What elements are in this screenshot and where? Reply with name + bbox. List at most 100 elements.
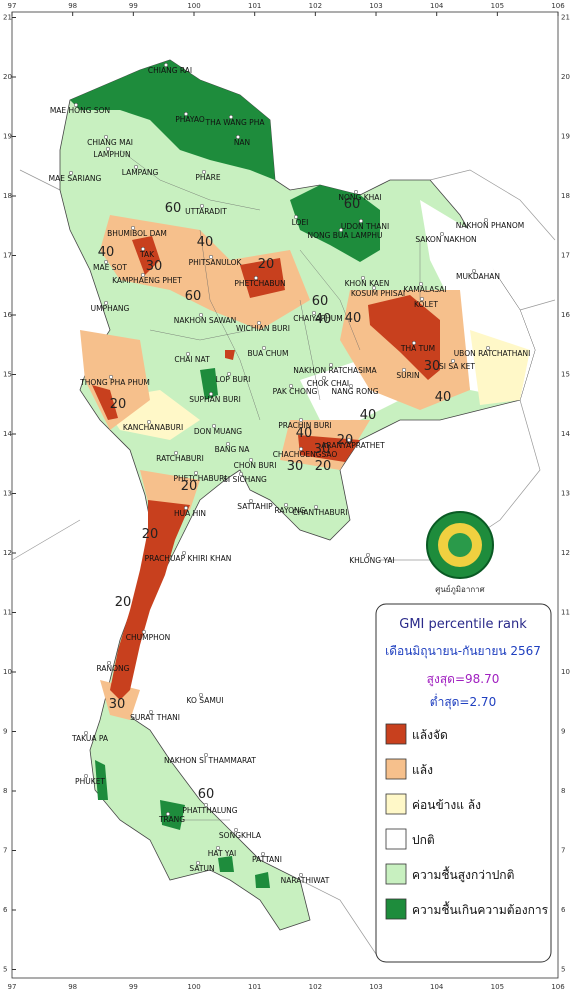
- city-label: NANG RONG: [331, 387, 378, 396]
- contour-label: 30: [424, 359, 441, 374]
- city-label: CHACHOENGSAO: [273, 450, 338, 459]
- legend-box: [375, 603, 552, 963]
- city-dot: [173, 450, 179, 456]
- city-label: CHUMPHON: [126, 633, 171, 642]
- city-label: CHIANG RAI: [148, 66, 192, 75]
- city-dot: [256, 320, 262, 326]
- city-dot: [106, 660, 112, 666]
- contour-label: 40: [296, 426, 313, 441]
- city-label: PAK CHONG: [273, 387, 318, 396]
- lat-label-right: 17: [561, 252, 570, 260]
- lat-label-left: 15: [3, 371, 12, 379]
- contour-label: 60: [344, 197, 361, 212]
- city-dot: [225, 441, 231, 447]
- city-dot: [346, 437, 352, 443]
- city-label: KHLONG YAI: [349, 556, 395, 565]
- lat-label-right: 9: [561, 728, 565, 736]
- lon-label-bottom: 105: [491, 983, 504, 991]
- city-dot: [83, 773, 89, 779]
- city-label: HAT YAI: [208, 849, 237, 858]
- city-dot: [103, 300, 109, 306]
- city-dot: [211, 423, 217, 429]
- city-label: NARATHIWAT: [281, 876, 330, 885]
- city-dot: [215, 845, 221, 851]
- city-dot: [103, 259, 109, 265]
- lat-label-left: 14: [3, 430, 12, 438]
- lat-label-right: 5: [561, 966, 565, 974]
- legend-label: ปกติ: [412, 833, 435, 847]
- contour-label: 60: [198, 787, 215, 802]
- lon-label-bottom: 102: [309, 983, 322, 991]
- lat-label-right: 10: [561, 668, 570, 676]
- city-label: DON MUANG: [194, 427, 242, 436]
- city-dot: [165, 811, 171, 817]
- city-dot: [203, 752, 209, 758]
- city-label: THA WANG PHA: [205, 118, 266, 127]
- lat-label-left: 16: [3, 311, 12, 319]
- lat-label-right: 8: [561, 787, 565, 795]
- contour-label: 20: [337, 433, 354, 448]
- city-label: SI SICHANG: [223, 475, 267, 484]
- city-label: SURAT THANI: [130, 713, 180, 722]
- city-dot: [313, 504, 319, 510]
- city-dot: [253, 275, 259, 281]
- legend-min: ต่ำสุด=2.70: [430, 693, 496, 710]
- city-dot: [358, 218, 364, 224]
- city-dot: [68, 170, 74, 176]
- contour-label: 40: [360, 408, 377, 423]
- city-label: SURIN: [396, 371, 419, 380]
- contour-label: 60: [185, 289, 202, 304]
- city-dot: [108, 374, 114, 380]
- lat-label-left: 17: [3, 252, 12, 260]
- city-label: CHIANG MAI: [87, 138, 133, 147]
- city-label: LAMPANG: [122, 168, 159, 177]
- city-label: CHANTHABURI: [292, 508, 347, 517]
- city-label: RANONG: [97, 664, 130, 673]
- city-label: TAKUA PA: [71, 734, 109, 743]
- lat-label-left: 9: [3, 728, 7, 736]
- lat-label-right: 19: [561, 133, 570, 141]
- lat-label-left: 13: [3, 490, 12, 498]
- legend-title: GMI percentile rank: [399, 617, 527, 632]
- city-dot: [298, 417, 304, 423]
- lon-label-bottom: 104: [430, 983, 444, 991]
- lat-label-left: 6: [3, 906, 8, 914]
- city-dot: [201, 169, 207, 175]
- city-label: LOEI: [292, 218, 309, 227]
- city-dot: [348, 383, 354, 389]
- city-label: PATTANI: [252, 855, 282, 864]
- city-dot: [198, 312, 204, 318]
- contour-label: 40: [345, 311, 362, 326]
- city-dot: [193, 470, 199, 476]
- lon-label-bottom: 106: [551, 983, 565, 991]
- legend-items: แล้งจัดแล้งค่อนข้างแ ล้งปกติความชื้นสูงก…: [385, 723, 549, 920]
- city-label: KAMPHAENG PHET: [112, 276, 182, 285]
- city-label: ARANYAPRATHET: [321, 441, 385, 450]
- city-label: SI SA KET: [439, 362, 475, 371]
- lon-label-bottom: 97: [8, 983, 17, 991]
- city-label: TAK: [139, 250, 155, 259]
- city-label: BANG NA: [215, 445, 251, 454]
- city-dot: [261, 345, 267, 351]
- contour-label: 20: [258, 257, 275, 272]
- city-dot: [483, 217, 489, 223]
- city-dot: [208, 391, 214, 397]
- city-dot: [226, 371, 232, 377]
- city-dot: [365, 552, 371, 558]
- lon-label-bottom: 98: [68, 983, 77, 991]
- city-label: LOP BURI: [216, 375, 251, 384]
- city-dot: [73, 102, 79, 108]
- legend-label: แล้งจัด: [412, 728, 448, 742]
- city-label: KHON KAEN: [345, 279, 390, 288]
- city-dot: [471, 268, 477, 274]
- city-label: CHOK CHAI: [307, 379, 349, 388]
- lat-label-left: 18: [3, 192, 12, 200]
- city-dot: [238, 471, 244, 477]
- lat-label-right: 6: [561, 906, 566, 914]
- city-dot: [198, 692, 204, 698]
- city-dot: [228, 114, 234, 120]
- city-label: SONGKHLA: [219, 831, 262, 840]
- city-label: KAMALASAI: [403, 285, 446, 294]
- lon-label-bottom: 100: [187, 983, 200, 991]
- city-dot: [141, 629, 147, 635]
